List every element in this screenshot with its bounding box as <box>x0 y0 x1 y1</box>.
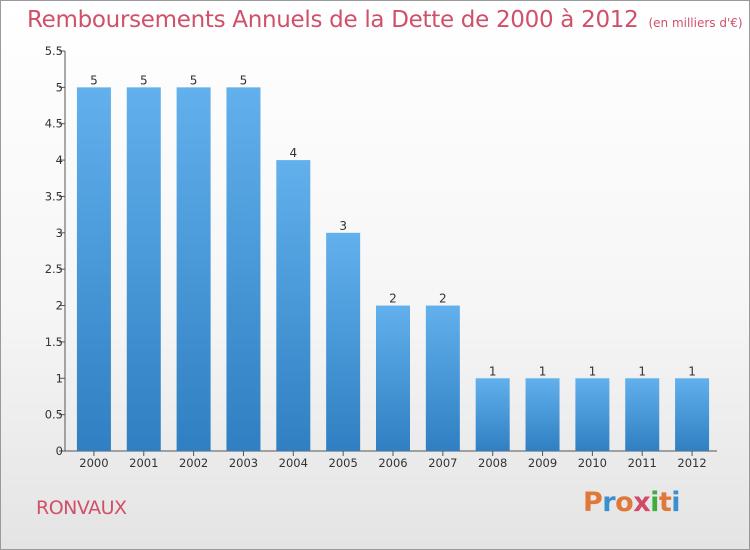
bar-data-label: 5 <box>90 73 98 87</box>
x-tick-label: 2012 <box>677 456 706 470</box>
bar-data-label: 3 <box>339 219 347 233</box>
bar-data-label: 2 <box>389 292 397 306</box>
x-tick-label: 2005 <box>329 456 358 470</box>
logo-letter: r <box>602 487 616 518</box>
y-tick-label: 2 <box>56 299 63 313</box>
y-tick-label: 4.5 <box>45 117 63 131</box>
bar <box>276 160 311 451</box>
y-tick-label: 0.5 <box>45 408 63 422</box>
logo-letter: t <box>658 487 672 518</box>
x-tick-label: 2001 <box>129 456 158 470</box>
y-tick-label: 1 <box>56 371 63 385</box>
bar-data-label: 1 <box>589 364 597 378</box>
logo-letter: P <box>583 487 603 518</box>
logo-letter: x <box>633 487 651 518</box>
proxiti-logo[interactable]: Proxiti <box>583 487 681 518</box>
x-tick-label: 2006 <box>378 456 407 470</box>
x-tick-label: 2011 <box>628 456 657 470</box>
bar-data-label: 5 <box>190 73 198 87</box>
bar <box>76 87 111 451</box>
bar <box>226 87 261 451</box>
bar <box>176 87 211 451</box>
bar <box>425 305 460 451</box>
chart-unit: (en milliers d'€) <box>648 16 743 30</box>
bar-data-label: 4 <box>289 146 297 160</box>
chart-title: Remboursements Annuels de la Dette de 20… <box>27 7 743 33</box>
y-tick-label: 5 <box>56 80 63 94</box>
bar-data-label: 2 <box>439 292 447 306</box>
y-tick-label: 3.5 <box>45 189 63 203</box>
bar <box>625 378 660 451</box>
x-tick-label: 2007 <box>428 456 457 470</box>
x-tick-label: 2010 <box>578 456 607 470</box>
y-tick-label: 0 <box>56 444 63 458</box>
y-tick-label: 2.5 <box>45 262 63 276</box>
bar <box>675 378 710 451</box>
bar <box>126 87 161 451</box>
x-tick-label: 2004 <box>279 456 308 470</box>
bar-data-label: 1 <box>489 364 497 378</box>
commune-name: RONVAUX <box>36 497 127 519</box>
y-tick-label: 1.5 <box>45 335 63 349</box>
bar <box>326 232 361 451</box>
x-tick-label: 2009 <box>528 456 557 470</box>
logo-letter: i <box>671 487 681 518</box>
bar <box>475 378 510 451</box>
x-tick-label: 2002 <box>179 456 208 470</box>
bar-data-label: 5 <box>240 73 248 87</box>
bar <box>575 378 610 451</box>
bar <box>376 305 410 451</box>
bar <box>525 378 560 451</box>
bar-data-label: 5 <box>140 73 148 87</box>
bar-data-label: 1 <box>539 364 547 378</box>
logo-letter: i <box>650 487 659 518</box>
y-tick-label: 4 <box>56 153 63 167</box>
bar-data-label: 1 <box>638 364 646 378</box>
x-tick-label: 2003 <box>229 456 258 470</box>
logo-letter: o <box>615 487 634 518</box>
x-tick-label: 2000 <box>79 456 108 470</box>
y-tick-label: 5.5 <box>45 44 63 58</box>
x-tick-label: 2008 <box>478 456 507 470</box>
bar-data-label: 1 <box>688 364 696 378</box>
chart-title-text: Remboursements Annuels de la Dette de 20… <box>27 7 639 33</box>
y-tick-label: 3 <box>56 226 63 240</box>
